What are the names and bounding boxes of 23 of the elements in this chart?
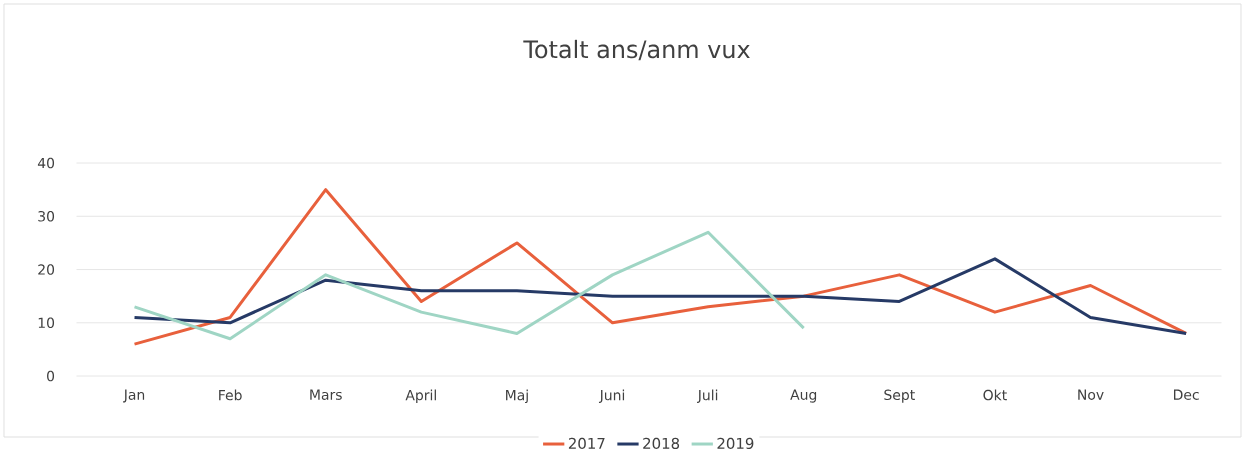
x-tick-label: Sept bbox=[884, 389, 915, 403]
y-tick-label: 0 bbox=[47, 370, 55, 382]
y-tick-label: 30 bbox=[38, 210, 55, 222]
chart-title: Totalt ans/anm vux bbox=[523, 39, 750, 61]
legend-label: 2019 bbox=[717, 437, 754, 449]
x-tick-label: Maj bbox=[506, 389, 528, 403]
legend-label: 2018 bbox=[643, 437, 680, 449]
x-tick-label: Feb bbox=[219, 389, 242, 401]
x-tick-label: Mars bbox=[310, 389, 342, 400]
x-tick-label: Juni bbox=[598, 389, 625, 403]
x-tick-label: Juli bbox=[697, 389, 718, 403]
y-tick-label: 40 bbox=[37, 157, 55, 169]
x-tick-label: Jan bbox=[123, 389, 145, 403]
y-tick-label: 10 bbox=[38, 317, 55, 328]
x-tick-label: Okt bbox=[983, 389, 1007, 401]
x-tick-label: Nov bbox=[1078, 389, 1104, 400]
x-tick-label: Aug bbox=[790, 389, 817, 403]
legend-label: 2017 bbox=[568, 437, 605, 449]
x-tick-label: April bbox=[405, 389, 436, 403]
line-series bbox=[133, 230, 806, 341]
line-series bbox=[133, 188, 1188, 346]
y-tick-label: 20 bbox=[38, 264, 55, 275]
x-tick-label: Dec bbox=[1174, 389, 1199, 400]
